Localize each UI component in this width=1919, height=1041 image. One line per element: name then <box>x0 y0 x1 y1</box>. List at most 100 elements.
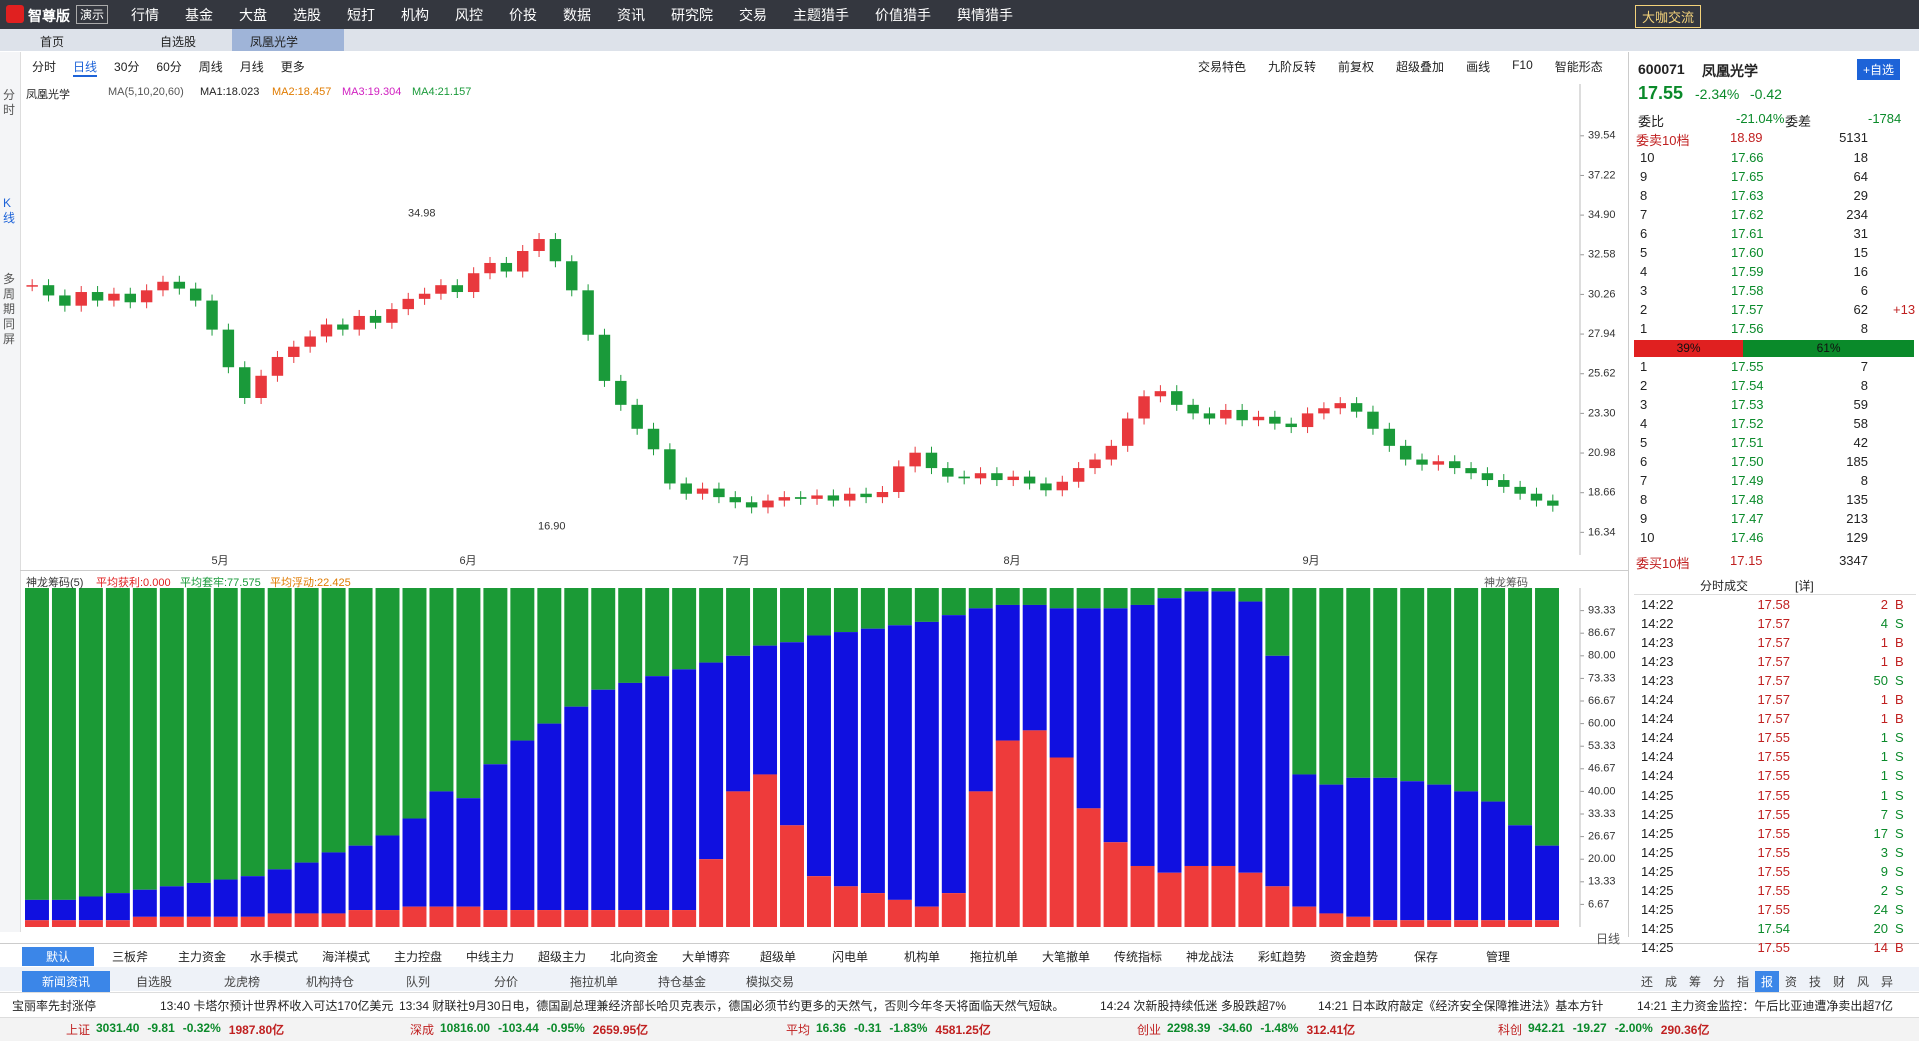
info-tab[interactable]: 自选股 <box>135 975 172 989</box>
indicator-tab[interactable]: 彩虹趋势 <box>1257 950 1306 964</box>
tab[interactable]: 首页 <box>40 35 65 49</box>
candle <box>566 261 578 291</box>
side-icon[interactable]: 技 <box>1808 975 1821 989</box>
trade-volume: 3 <box>1880 844 1888 860</box>
menu-item[interactable]: 价投 <box>509 6 537 23</box>
toolbar-item[interactable]: 更多 <box>280 60 305 74</box>
menu-item[interactable]: 基金 <box>185 6 213 23</box>
indicator-tab[interactable]: 超级单 <box>759 950 796 964</box>
info-tab[interactable]: 拖拉机单 <box>569 975 618 989</box>
menu-item[interactable]: 研究院 <box>671 6 713 23</box>
add-watch[interactable]: +自选 <box>1857 59 1901 80</box>
news-item[interactable]: 14:21 主力资金监控：午后比亚迪遭净卖出超7亿 <box>1637 999 1894 1013</box>
news-item[interactable]: 13:40 卡塔尔预计世界杯收入可达170亿美元 <box>160 999 394 1013</box>
tab[interactable]: 凤凰光学 <box>250 35 299 49</box>
news-item[interactable]: 14:24 次新股持续低迷 多股跌超7% <box>1100 999 1287 1013</box>
toolbar-item[interactable]: 周线 <box>198 60 223 74</box>
menu-item[interactable]: 选股 <box>293 6 321 23</box>
indicator-tab[interactable]: 海洋模式 <box>321 950 370 964</box>
menu-item[interactable]: 价值猎手 <box>875 6 931 23</box>
indicator-tab[interactable]: 闪电单 <box>831 950 868 964</box>
indicator-tab[interactable]: 拖拉机单 <box>969 950 1018 964</box>
menu-item[interactable]: 资讯 <box>617 6 645 23</box>
info-tab[interactable]: 龙虎榜 <box>223 975 260 989</box>
indicator-tab[interactable]: 主力资金 <box>177 950 226 964</box>
toolbar-item[interactable]: 九阶反转 <box>1268 60 1317 74</box>
menu-item[interactable]: 舆情猎手 <box>957 6 1013 23</box>
info-tab[interactable]: 新闻资讯 <box>22 971 110 992</box>
toolbar-item[interactable]: F10 <box>1512 58 1533 72</box>
toolbar-item[interactable]: 交易特色 <box>1198 60 1247 74</box>
toolbar-item[interactable]: 前复权 <box>1338 60 1375 74</box>
indicator-tab[interactable]: 默认 <box>22 947 94 966</box>
indicator-tab[interactable]: 保存 <box>1413 950 1438 964</box>
menu-item[interactable]: 交易 <box>739 6 767 23</box>
chip-remainder <box>941 588 966 616</box>
tab[interactable]: 自选股 <box>160 35 197 49</box>
toolbar-item[interactable]: 分时 <box>32 60 57 74</box>
indicator-tab[interactable]: 管理 <box>1485 950 1510 964</box>
menu-item[interactable]: 行情 <box>131 6 159 23</box>
index-pct: -1.83% <box>889 1021 928 1035</box>
indicator-tab[interactable]: 三板斧 <box>111 950 148 964</box>
order-price: 17.66 <box>1731 150 1764 165</box>
menu-item[interactable]: 主题猎手 <box>793 6 849 23</box>
info-tab[interactable]: 模拟交易 <box>745 975 794 989</box>
menu-item[interactable]: 风控 <box>455 6 483 23</box>
info-tab[interactable]: 机构持仓 <box>305 975 354 989</box>
toolbar-item[interactable]: 画线 <box>1466 60 1491 74</box>
chip-red <box>510 910 535 927</box>
chip-red <box>1400 920 1425 927</box>
indicator-tab[interactable]: 主力控盘 <box>393 950 442 964</box>
indicator-tab[interactable]: 大笔撤单 <box>1041 950 1090 964</box>
side-icon[interactable]: 还 <box>1640 975 1653 989</box>
info-tab[interactable]: 队列 <box>405 975 430 989</box>
side-icon[interactable]: 筹 <box>1688 975 1701 989</box>
exchange-button[interactable]: 大咖交流 <box>1635 5 1702 28</box>
side-icon[interactable]: 分 <box>1712 975 1725 989</box>
indicator-tab[interactable]: 中线主力 <box>465 950 514 964</box>
menu-item[interactable]: 机构 <box>401 6 429 23</box>
side-icon[interactable]: 报 <box>1755 971 1779 992</box>
candle <box>206 300 218 330</box>
side-icon[interactable]: 资 <box>1784 975 1797 989</box>
candle <box>942 468 954 477</box>
y-tick-label: 37.22 <box>1588 169 1616 181</box>
side-icon[interactable]: 异 <box>1880 975 1893 989</box>
indicator-tab[interactable]: 北向资金 <box>609 950 658 964</box>
info-tab[interactable]: 分价 <box>493 975 518 989</box>
indicator-tab[interactable]: 传统指标 <box>1113 950 1162 964</box>
side-icon[interactable]: 成 <box>1664 975 1677 989</box>
candle <box>157 281 169 291</box>
toolbar-item[interactable]: 超级叠加 <box>1396 60 1445 74</box>
candle <box>1252 416 1265 421</box>
level: 8 <box>1640 492 1648 508</box>
indicator-tab[interactable]: 神龙战法 <box>1185 950 1234 964</box>
side-icon[interactable]: 风 <box>1856 975 1869 989</box>
indicator-tab[interactable]: 超级主力 <box>537 950 586 964</box>
side-tab[interactable]: K线 <box>3 196 16 225</box>
menu-item[interactable]: 大盘 <box>239 6 267 23</box>
toolbar-item[interactable]: 60分 <box>156 60 182 74</box>
toolbar-item[interactable]: 智能形态 <box>1554 60 1603 74</box>
menu-item[interactable]: 数据 <box>563 6 591 23</box>
chip-remainder <box>1454 588 1479 792</box>
candle <box>958 476 970 479</box>
info-tab[interactable]: 持仓基金 <box>657 975 706 989</box>
toolbar-item[interactable]: 日线 <box>73 58 98 77</box>
indicator-tab[interactable]: 水手模式 <box>249 950 298 964</box>
side-icon[interactable]: 财 <box>1832 975 1845 989</box>
indicator-tab[interactable]: 资金趋势 <box>1329 950 1378 964</box>
indicator-tab[interactable]: 机构单 <box>903 950 940 964</box>
news-item[interactable]: 14:21 日本政府敲定《经济安全保障推进法》基本方针 <box>1318 999 1604 1013</box>
toolbar-item[interactable]: 月线 <box>239 60 264 74</box>
side-tab[interactable]: 分时 <box>3 88 16 117</box>
trades-detail[interactable]: [详] <box>1795 579 1814 593</box>
indicator-tab[interactable]: 大单博弈 <box>681 950 730 964</box>
news-item[interactable]: 宝丽率先封涨停 <box>12 999 97 1013</box>
toolbar-item[interactable]: 30分 <box>114 60 140 74</box>
side-icon[interactable]: 指 <box>1736 975 1749 989</box>
side-tab[interactable]: 多周期同屏 <box>3 272 16 346</box>
news-item[interactable]: 13:34 财联社9月30日电，德国副总理兼经济部长哈贝克表示，德国必须节约更多… <box>399 999 1065 1013</box>
menu-item[interactable]: 短打 <box>347 6 375 23</box>
